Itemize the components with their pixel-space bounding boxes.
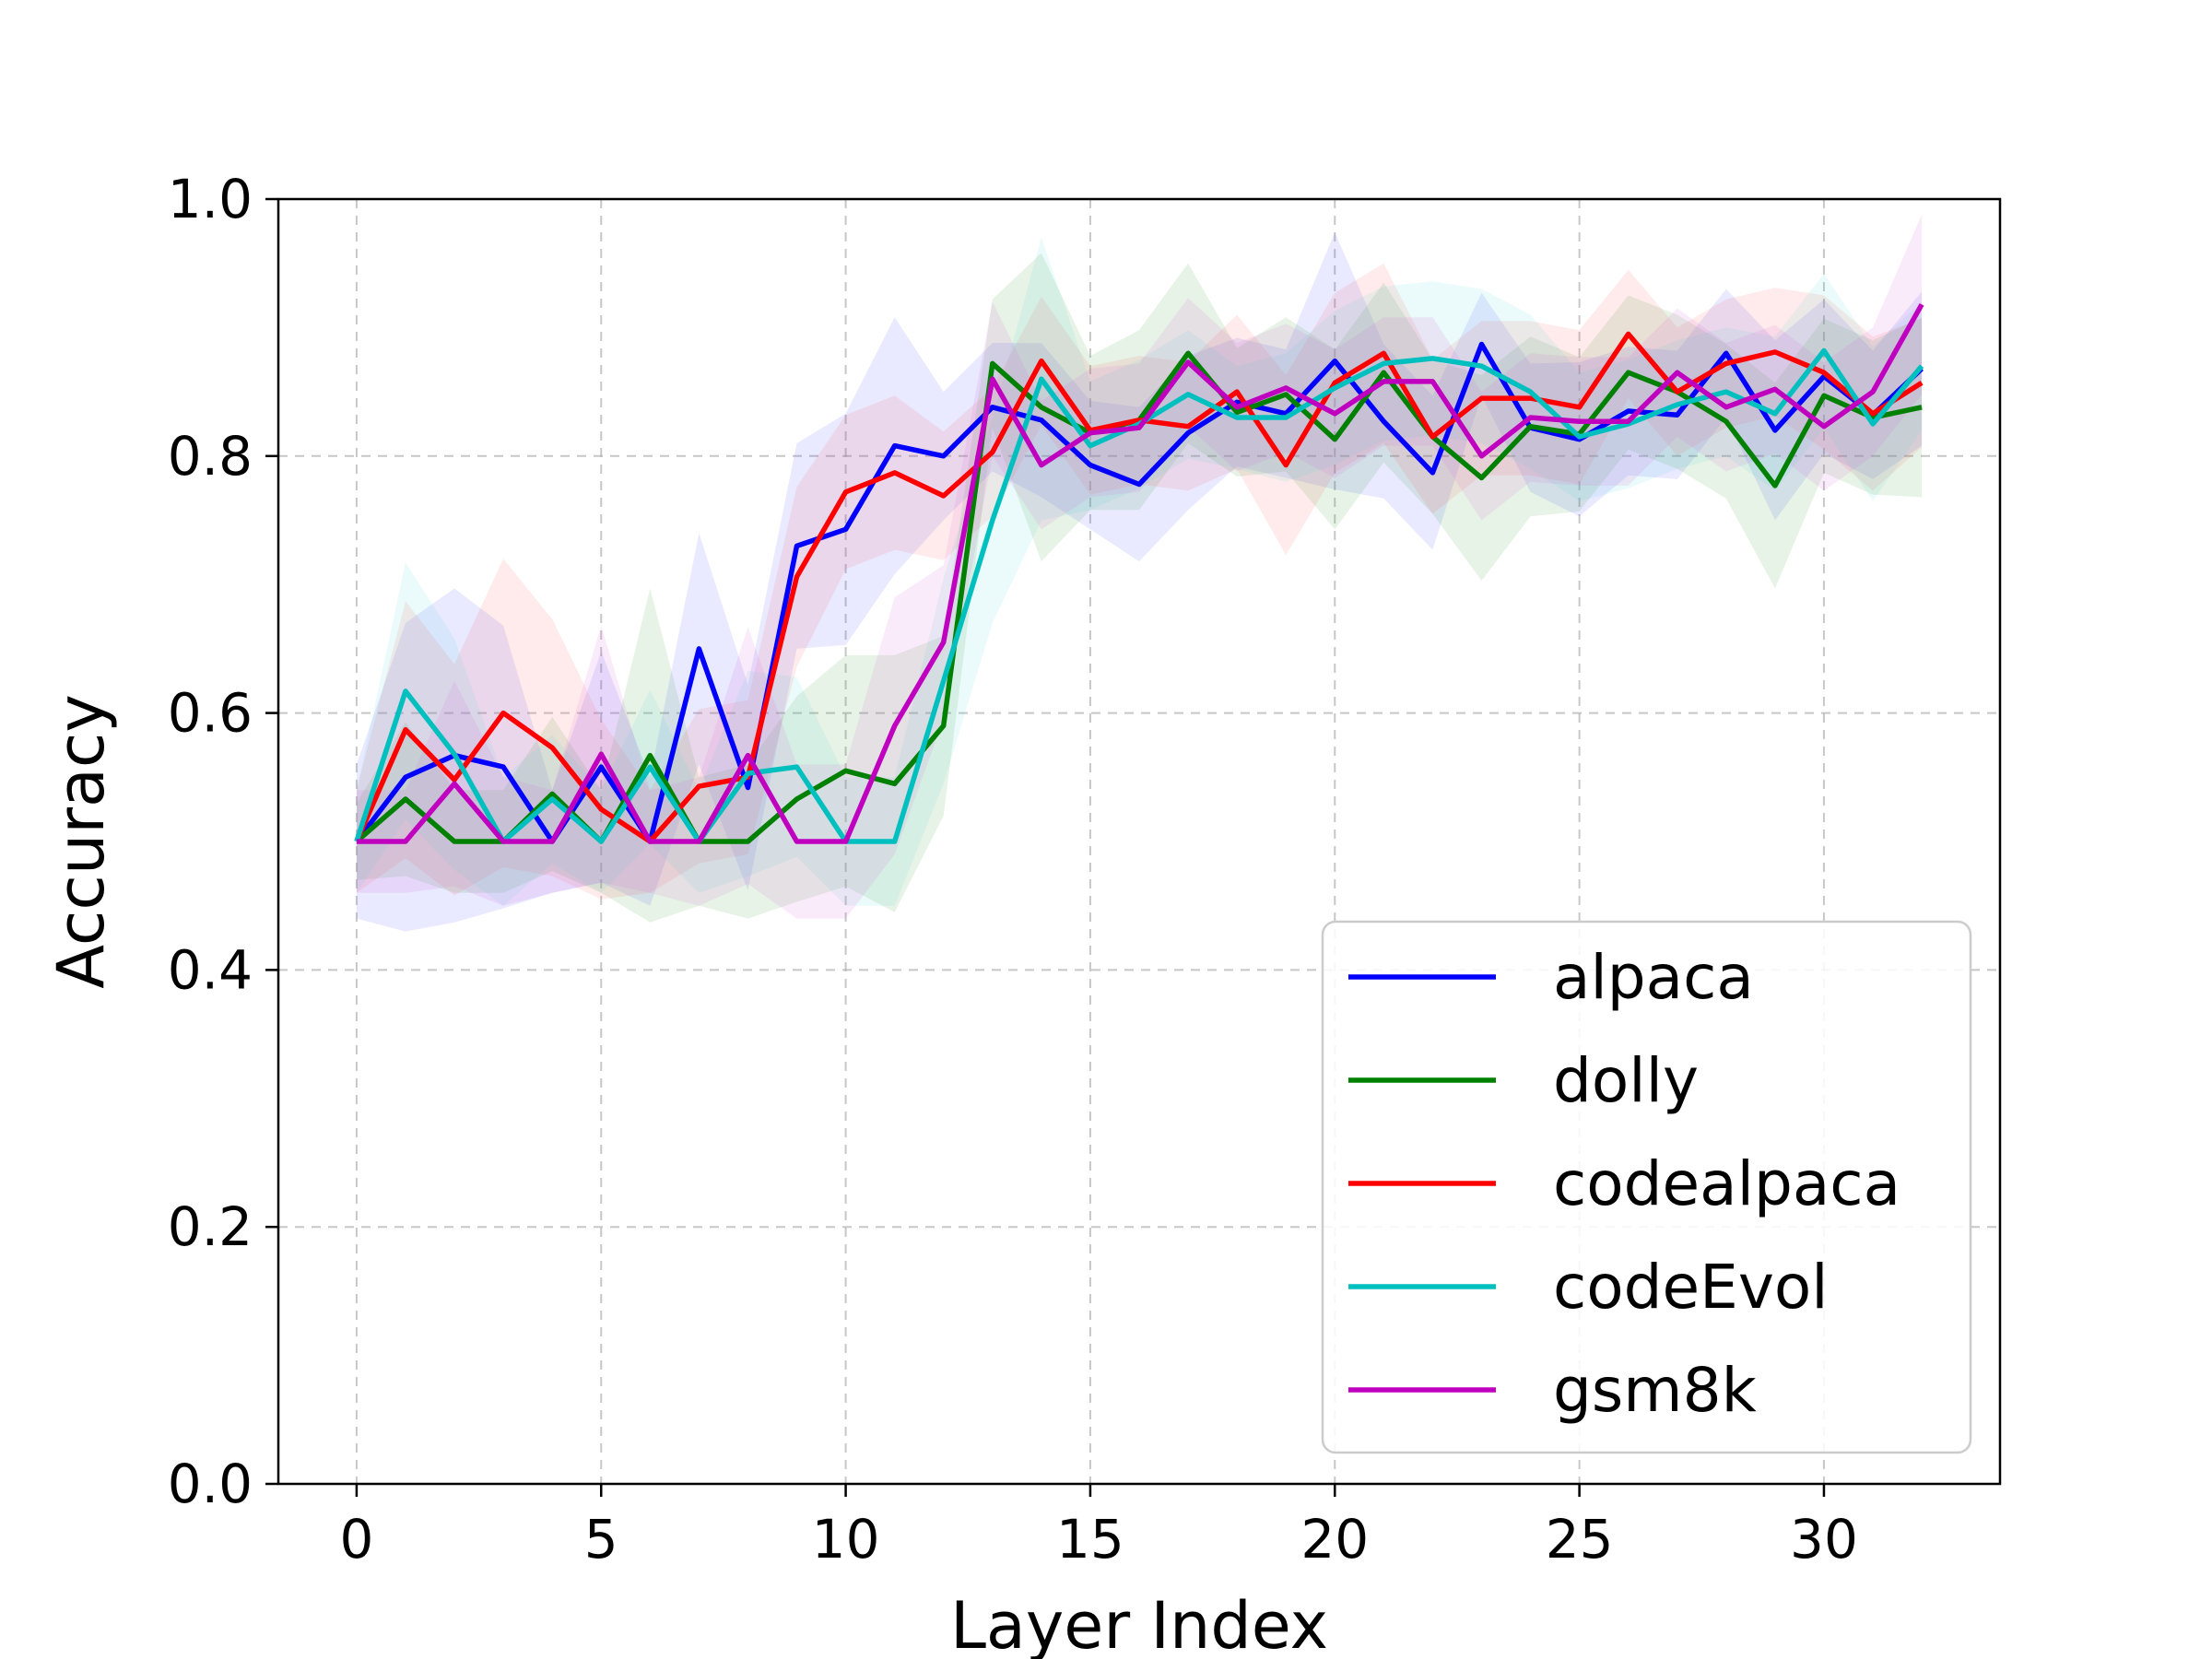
x-tick-label: 20 — [1300, 1508, 1369, 1571]
band-codeEvol — [356, 237, 1923, 906]
y-axis-title: Accuracy — [43, 694, 119, 989]
legend-box — [1321, 920, 1972, 1454]
x-tick-label: 0 — [339, 1508, 373, 1571]
y-tick-label: 0.0 — [168, 1453, 253, 1515]
series-lines — [354, 302, 1924, 844]
legend: alpaca dolly codealpaca codeEvol gsm8k — [1321, 920, 1972, 1454]
legend-label-codeEvol: codeEvol — [1553, 1252, 1829, 1323]
axis-ticks: 0 5 10 15 20 25 30 0.0 0.2 0.4 0.6 0.8 1.0 — [168, 168, 1858, 1571]
y-tick-label: 0.4 — [168, 938, 253, 1001]
x-axis-title: Layer Index — [950, 1588, 1328, 1659]
y-tick-label: 0.8 — [168, 425, 253, 488]
y-tick-label: 0.2 — [168, 1195, 253, 1258]
legend-label-gsm8k: gsm8k — [1553, 1355, 1758, 1426]
legend-label-codealpaca: codealpaca — [1553, 1148, 1900, 1219]
legend-label-dolly: dolly — [1553, 1045, 1699, 1116]
band-codealpaca — [356, 263, 1923, 900]
x-tick-label: 25 — [1546, 1508, 1614, 1571]
plot-frame — [276, 197, 2002, 1486]
x-tick-label: 15 — [1056, 1508, 1124, 1571]
x-tick-label: 5 — [584, 1508, 618, 1571]
legend-label-alpaca: alpaca — [1553, 942, 1754, 1013]
x-tick-label: 10 — [812, 1508, 880, 1571]
y-tick-label: 1.0 — [168, 168, 253, 230]
y-tick-label: 0.6 — [168, 682, 253, 745]
series-line-gsm8k — [356, 302, 1924, 844]
x-tick-label: 30 — [1790, 1508, 1858, 1571]
